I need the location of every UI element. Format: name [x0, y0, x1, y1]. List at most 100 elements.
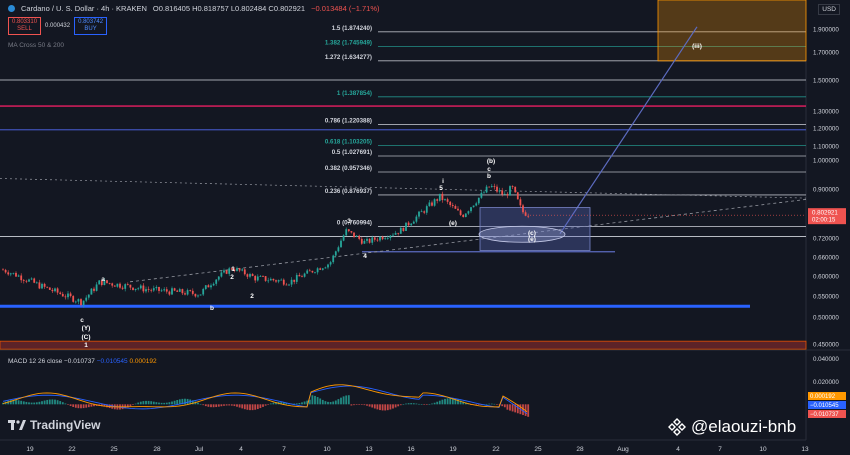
macd-bar	[241, 404, 244, 409]
price-tick-label: 0.720000	[813, 236, 839, 243]
candle	[319, 268, 322, 270]
macd-bar	[233, 404, 236, 407]
macd-bar	[74, 404, 77, 408]
cardano-logo-icon	[8, 5, 15, 12]
buy-button[interactable]: 0.803742 BUY	[74, 17, 108, 35]
candle	[418, 211, 420, 217]
currency-button[interactable]: USD	[818, 4, 840, 15]
macd-bar	[324, 401, 327, 405]
macd-bar	[22, 401, 25, 405]
candle	[293, 279, 296, 282]
candle	[376, 239, 379, 241]
macd-bar	[85, 404, 88, 408]
price-tick-label: 0.900000	[813, 187, 839, 194]
candle	[139, 285, 142, 289]
macd-bar	[137, 402, 140, 405]
candle	[87, 294, 90, 298]
macd-bar	[41, 401, 43, 405]
candle	[90, 288, 93, 295]
candle	[366, 238, 368, 241]
macd-bar	[301, 402, 303, 405]
candle	[17, 275, 20, 277]
candle	[275, 280, 277, 282]
candle	[113, 285, 116, 287]
macd-legend[interactable]: MACD 12 26 close −0.010737 −0.010545 0.0…	[8, 358, 157, 365]
macd-bar	[457, 399, 459, 405]
sell-button[interactable]: 0.803310 SELL	[8, 17, 42, 35]
tradingview-logo[interactable]: TradingView	[8, 418, 100, 432]
price-tick-label: 1.300000	[813, 109, 839, 116]
macd-bar	[433, 402, 436, 405]
candle	[340, 240, 342, 248]
candle	[150, 289, 153, 291]
macd-bar	[501, 404, 504, 407]
macd-bar	[259, 404, 262, 409]
macd-bar	[295, 403, 298, 405]
candle	[285, 284, 288, 286]
macd-bar	[212, 404, 215, 408]
time-tick-label: 7	[718, 446, 722, 453]
time-tick-label: 7	[282, 446, 286, 453]
candle	[353, 232, 355, 238]
macd-bar	[462, 401, 465, 405]
wave-label: (c)	[528, 230, 536, 237]
candle	[119, 283, 121, 288]
candle	[402, 227, 405, 231]
candle	[103, 280, 106, 286]
macd-bar	[25, 401, 28, 405]
macd-bar	[46, 399, 49, 405]
macd-bar	[38, 401, 41, 405]
macd-bar	[415, 403, 418, 405]
projection-line	[559, 26, 698, 235]
candle	[496, 186, 498, 192]
candle	[288, 284, 290, 286]
candle	[311, 270, 314, 273]
macd-bar	[514, 404, 517, 413]
candle	[441, 193, 444, 201]
macd-bar	[485, 403, 488, 405]
macd-tick-label: 0.040000	[813, 356, 839, 363]
macd-bar	[197, 402, 199, 405]
candle	[321, 268, 324, 270]
candle	[126, 284, 129, 285]
macd-bar	[33, 402, 36, 405]
macd-bar	[220, 404, 223, 407]
macd-bar	[314, 395, 316, 405]
candle	[4, 269, 7, 273]
candle	[467, 211, 470, 214]
macd-bar	[264, 404, 267, 406]
candle	[475, 203, 478, 206]
macd-bar	[134, 403, 137, 405]
macd-bar	[342, 396, 345, 405]
symbol-header[interactable]: Cardano / U. S. Dollar · 4h · KRAKEN O0.…	[8, 4, 380, 13]
candle	[428, 202, 431, 207]
indicator-legend[interactable]: MA Cross 50 & 200	[8, 42, 64, 49]
fib-level-label: 0.236 (0.876937)	[325, 188, 372, 195]
macd-bar	[503, 404, 506, 408]
candle	[306, 270, 309, 274]
wave-label: b	[487, 173, 491, 180]
macd-bar	[61, 402, 64, 405]
candle	[142, 285, 145, 292]
wave-label: (e)	[528, 236, 536, 243]
time-tick-label: 22	[68, 446, 76, 453]
macd-bar	[210, 404, 212, 408]
fib-level-label: 0.618 (1.103205)	[325, 138, 372, 145]
candle	[337, 247, 340, 252]
trade-panel: 0.803310 SELL 0.000432 0.803742 BUY	[8, 17, 108, 35]
time-tick-label: 22	[492, 446, 500, 453]
candle	[132, 287, 134, 290]
macd-bar	[444, 398, 446, 405]
macd-bar	[347, 395, 350, 405]
wave-label: (e)	[449, 220, 457, 227]
macd-bar	[181, 398, 184, 405]
candle	[41, 283, 43, 289]
candle	[379, 236, 381, 241]
macd-bar	[524, 404, 527, 416]
wave-label: b	[210, 305, 214, 312]
macd-bar	[215, 404, 218, 408]
macd-bar	[399, 404, 402, 406]
candle	[33, 278, 36, 283]
macd-bar	[477, 404, 480, 405]
